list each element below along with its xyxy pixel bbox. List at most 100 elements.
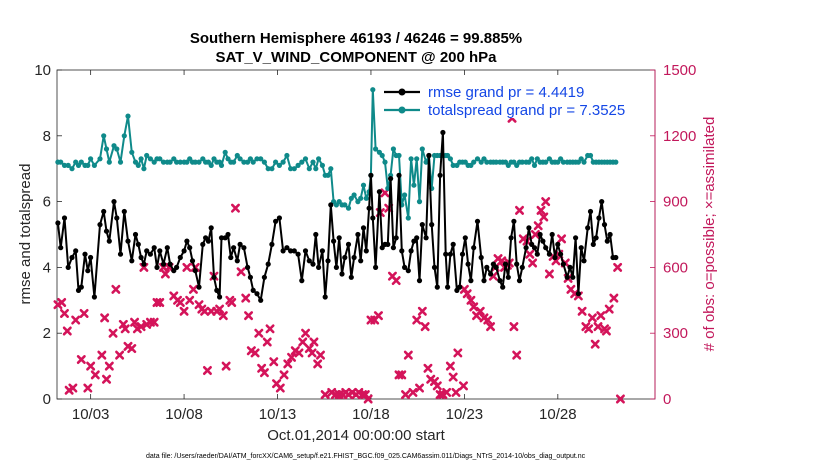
totalspread-point <box>390 146 396 152</box>
obs-point <box>76 355 86 365</box>
rmse-point <box>373 264 379 270</box>
totalspread-point <box>306 166 312 172</box>
rmse-point <box>265 261 271 267</box>
totalspread-point <box>299 159 305 165</box>
obs-point <box>218 311 228 321</box>
totalspread-point <box>65 162 71 168</box>
obs-point <box>294 348 304 358</box>
totalspread-point <box>587 152 594 159</box>
totalspread-point <box>141 166 147 172</box>
rmse-point <box>237 241 243 247</box>
rmse-point <box>462 235 468 241</box>
totalspread-point <box>405 215 411 221</box>
rmse-point <box>217 294 223 300</box>
obs-point <box>127 344 137 354</box>
rmse-point <box>103 228 110 234</box>
totalspread-point <box>258 156 264 162</box>
rmse-point <box>214 287 220 293</box>
obs-point <box>423 363 433 373</box>
obs-point <box>509 322 519 332</box>
obs-point <box>57 297 67 307</box>
y-axis-label: rmse and totalspread <box>17 164 34 305</box>
rmse-point <box>121 208 127 215</box>
rmse-point <box>160 261 167 267</box>
obs-point <box>536 205 546 215</box>
rmse-point <box>181 248 187 254</box>
obs-point <box>557 234 567 244</box>
rmse-point <box>247 274 253 280</box>
rmse-point <box>575 291 582 297</box>
rmse-point <box>581 258 587 264</box>
obs-point <box>593 322 603 332</box>
y-tick-label: 4 <box>43 259 51 276</box>
obs-point <box>315 350 325 360</box>
totalspread-point <box>103 146 110 152</box>
obs-point <box>539 212 549 222</box>
totalspread-point <box>484 159 490 165</box>
totalspread-point <box>325 172 331 178</box>
obs-point <box>230 203 240 213</box>
totalspread-point <box>78 159 84 165</box>
rmse-point <box>218 235 225 241</box>
totalspread-point <box>385 185 391 191</box>
rmse-point <box>607 231 613 238</box>
totalspread-point <box>144 152 150 159</box>
totalspread-point <box>543 159 549 165</box>
totalspread-point <box>313 166 319 172</box>
obs-point <box>111 284 121 294</box>
obs-point <box>79 308 89 318</box>
rmse-point <box>368 172 374 178</box>
obs-point <box>149 317 159 327</box>
rmse-point <box>208 225 214 231</box>
obs-point <box>363 394 373 404</box>
totalspread-point <box>531 162 538 168</box>
obs-point <box>102 374 112 384</box>
obs-point <box>584 324 594 334</box>
obs-point <box>188 284 198 294</box>
rmse-point <box>319 248 325 254</box>
left-axis: 0 2 4 6 8 10 <box>34 62 62 408</box>
x-tick-label: 10/23 <box>446 406 484 423</box>
obs-point <box>420 322 430 332</box>
rmse-point <box>154 264 160 270</box>
rmse-point <box>276 215 282 221</box>
totalspread-point <box>302 156 309 162</box>
obs-point <box>179 306 189 316</box>
rmse-point <box>316 264 322 270</box>
totalspread-point <box>58 159 64 165</box>
rmse-point <box>408 248 414 254</box>
obs-point <box>160 269 170 279</box>
obs-point <box>182 262 192 272</box>
totalspread-point <box>411 182 417 188</box>
obs-point <box>412 315 422 325</box>
rmse-point <box>376 189 382 195</box>
rmse-point <box>65 264 71 270</box>
obs-point <box>613 262 623 272</box>
rmse-point <box>331 238 337 244</box>
rmse-point <box>468 278 474 284</box>
obs-point <box>115 350 125 360</box>
totalspread-point <box>345 205 352 211</box>
rmse-point <box>141 261 147 267</box>
rmse-point <box>291 248 297 254</box>
obs-point <box>417 306 427 316</box>
totalspread-point <box>402 192 408 198</box>
totalspread-point <box>91 162 97 168</box>
obs-point <box>525 249 535 259</box>
rmse-point <box>280 248 286 254</box>
rmse-point <box>543 245 549 251</box>
totalspread-point <box>177 159 183 165</box>
totalspread-point <box>218 162 225 168</box>
rmse-point <box>516 278 523 284</box>
obs-point <box>533 221 543 231</box>
rmse-point <box>366 205 372 211</box>
rmse-point <box>531 245 538 251</box>
rmse-point <box>416 278 423 284</box>
totalspread-point <box>560 159 567 165</box>
totalspread-point <box>69 166 75 172</box>
rmse-point <box>250 287 256 293</box>
obs-point <box>287 352 297 362</box>
obs-point <box>86 361 96 371</box>
rmse-point <box>390 245 396 251</box>
